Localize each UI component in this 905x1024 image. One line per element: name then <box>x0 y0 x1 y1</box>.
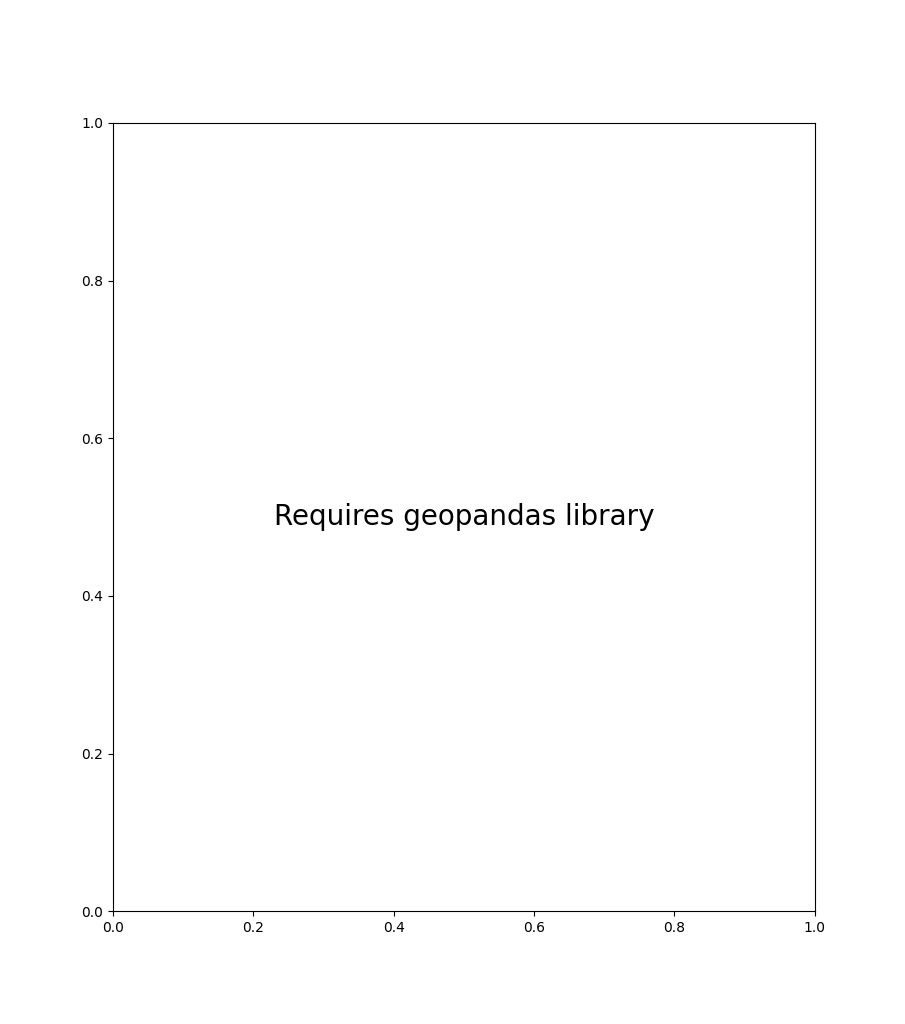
Text: Requires geopandas library: Requires geopandas library <box>273 503 654 531</box>
